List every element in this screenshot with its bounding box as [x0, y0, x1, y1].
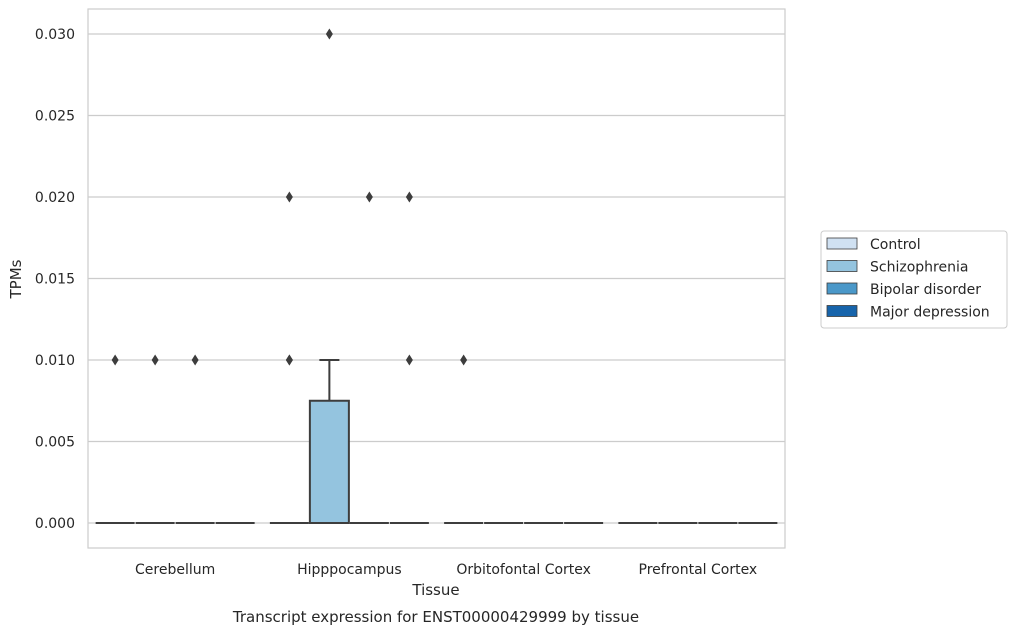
y-tick-label: 0.020	[35, 190, 75, 206]
outlier-point	[285, 354, 293, 366]
outlier-point	[151, 354, 159, 366]
outlier-point	[460, 354, 468, 366]
grid-lines	[88, 33, 785, 524]
legend-label: Bipolar disorder	[870, 282, 981, 298]
x-axis-label: Tissue	[411, 581, 459, 599]
legend-label: Schizophrenia	[870, 260, 968, 276]
y-tick-label: 0.030	[35, 27, 75, 43]
y-tick-label: 0.010	[35, 353, 75, 369]
box-control	[95, 354, 135, 524]
x-tick-label: Cerebellum	[135, 562, 215, 578]
x-tick-label: Prefrontal Cortex	[639, 562, 758, 578]
outlier-point	[325, 28, 333, 40]
legend-label: Control	[870, 237, 921, 253]
outlier-point	[191, 354, 199, 366]
x-tick-labels: Cerebellum Hipppocampus Orbitofontal Corte…	[135, 562, 757, 578]
legend-swatch	[826, 282, 858, 295]
y-tick-label: 0.015	[35, 272, 75, 288]
y-tick-labels: 0.000 0.005 0.010 0.015 0.020 0.025 0.030	[35, 27, 75, 532]
outlier-point	[405, 354, 413, 366]
box-body	[308, 399, 350, 524]
box-marks	[95, 28, 778, 524]
outlier-point	[365, 191, 373, 203]
chart-caption: Transcript expression for ENST0000042999…	[232, 608, 639, 626]
outlier-point	[111, 354, 119, 366]
plot-area-frame	[87, 8, 786, 549]
legend-frame	[820, 230, 1008, 329]
y-tick-label: 0.005	[35, 435, 75, 451]
box-schizophrenia	[135, 354, 175, 524]
legend-swatch	[826, 237, 858, 250]
x-tick-label: Orbitofontal Cortex	[456, 562, 591, 578]
box-major-depression	[389, 191, 429, 524]
legend: Control Schizophrenia Bipolar disorder Majo…	[820, 230, 1008, 329]
legend-swatch	[826, 260, 858, 272]
legend-label: Major depression	[870, 305, 990, 321]
y-tick-label: 0.000	[35, 516, 75, 532]
box-bipolar-disorder	[349, 191, 389, 524]
outlier-point	[285, 191, 293, 203]
box-control	[444, 354, 484, 524]
box-control	[269, 191, 309, 524]
legend-swatch	[826, 305, 858, 317]
box-bipolar-disorder	[175, 354, 215, 524]
box-schizophrenia	[308, 28, 350, 524]
outlier-point	[405, 191, 413, 203]
x-tick-label: Hipppocampus	[297, 562, 402, 578]
y-tick-label: 0.025	[35, 109, 75, 125]
y-axis-label: TPMs	[7, 259, 25, 299]
